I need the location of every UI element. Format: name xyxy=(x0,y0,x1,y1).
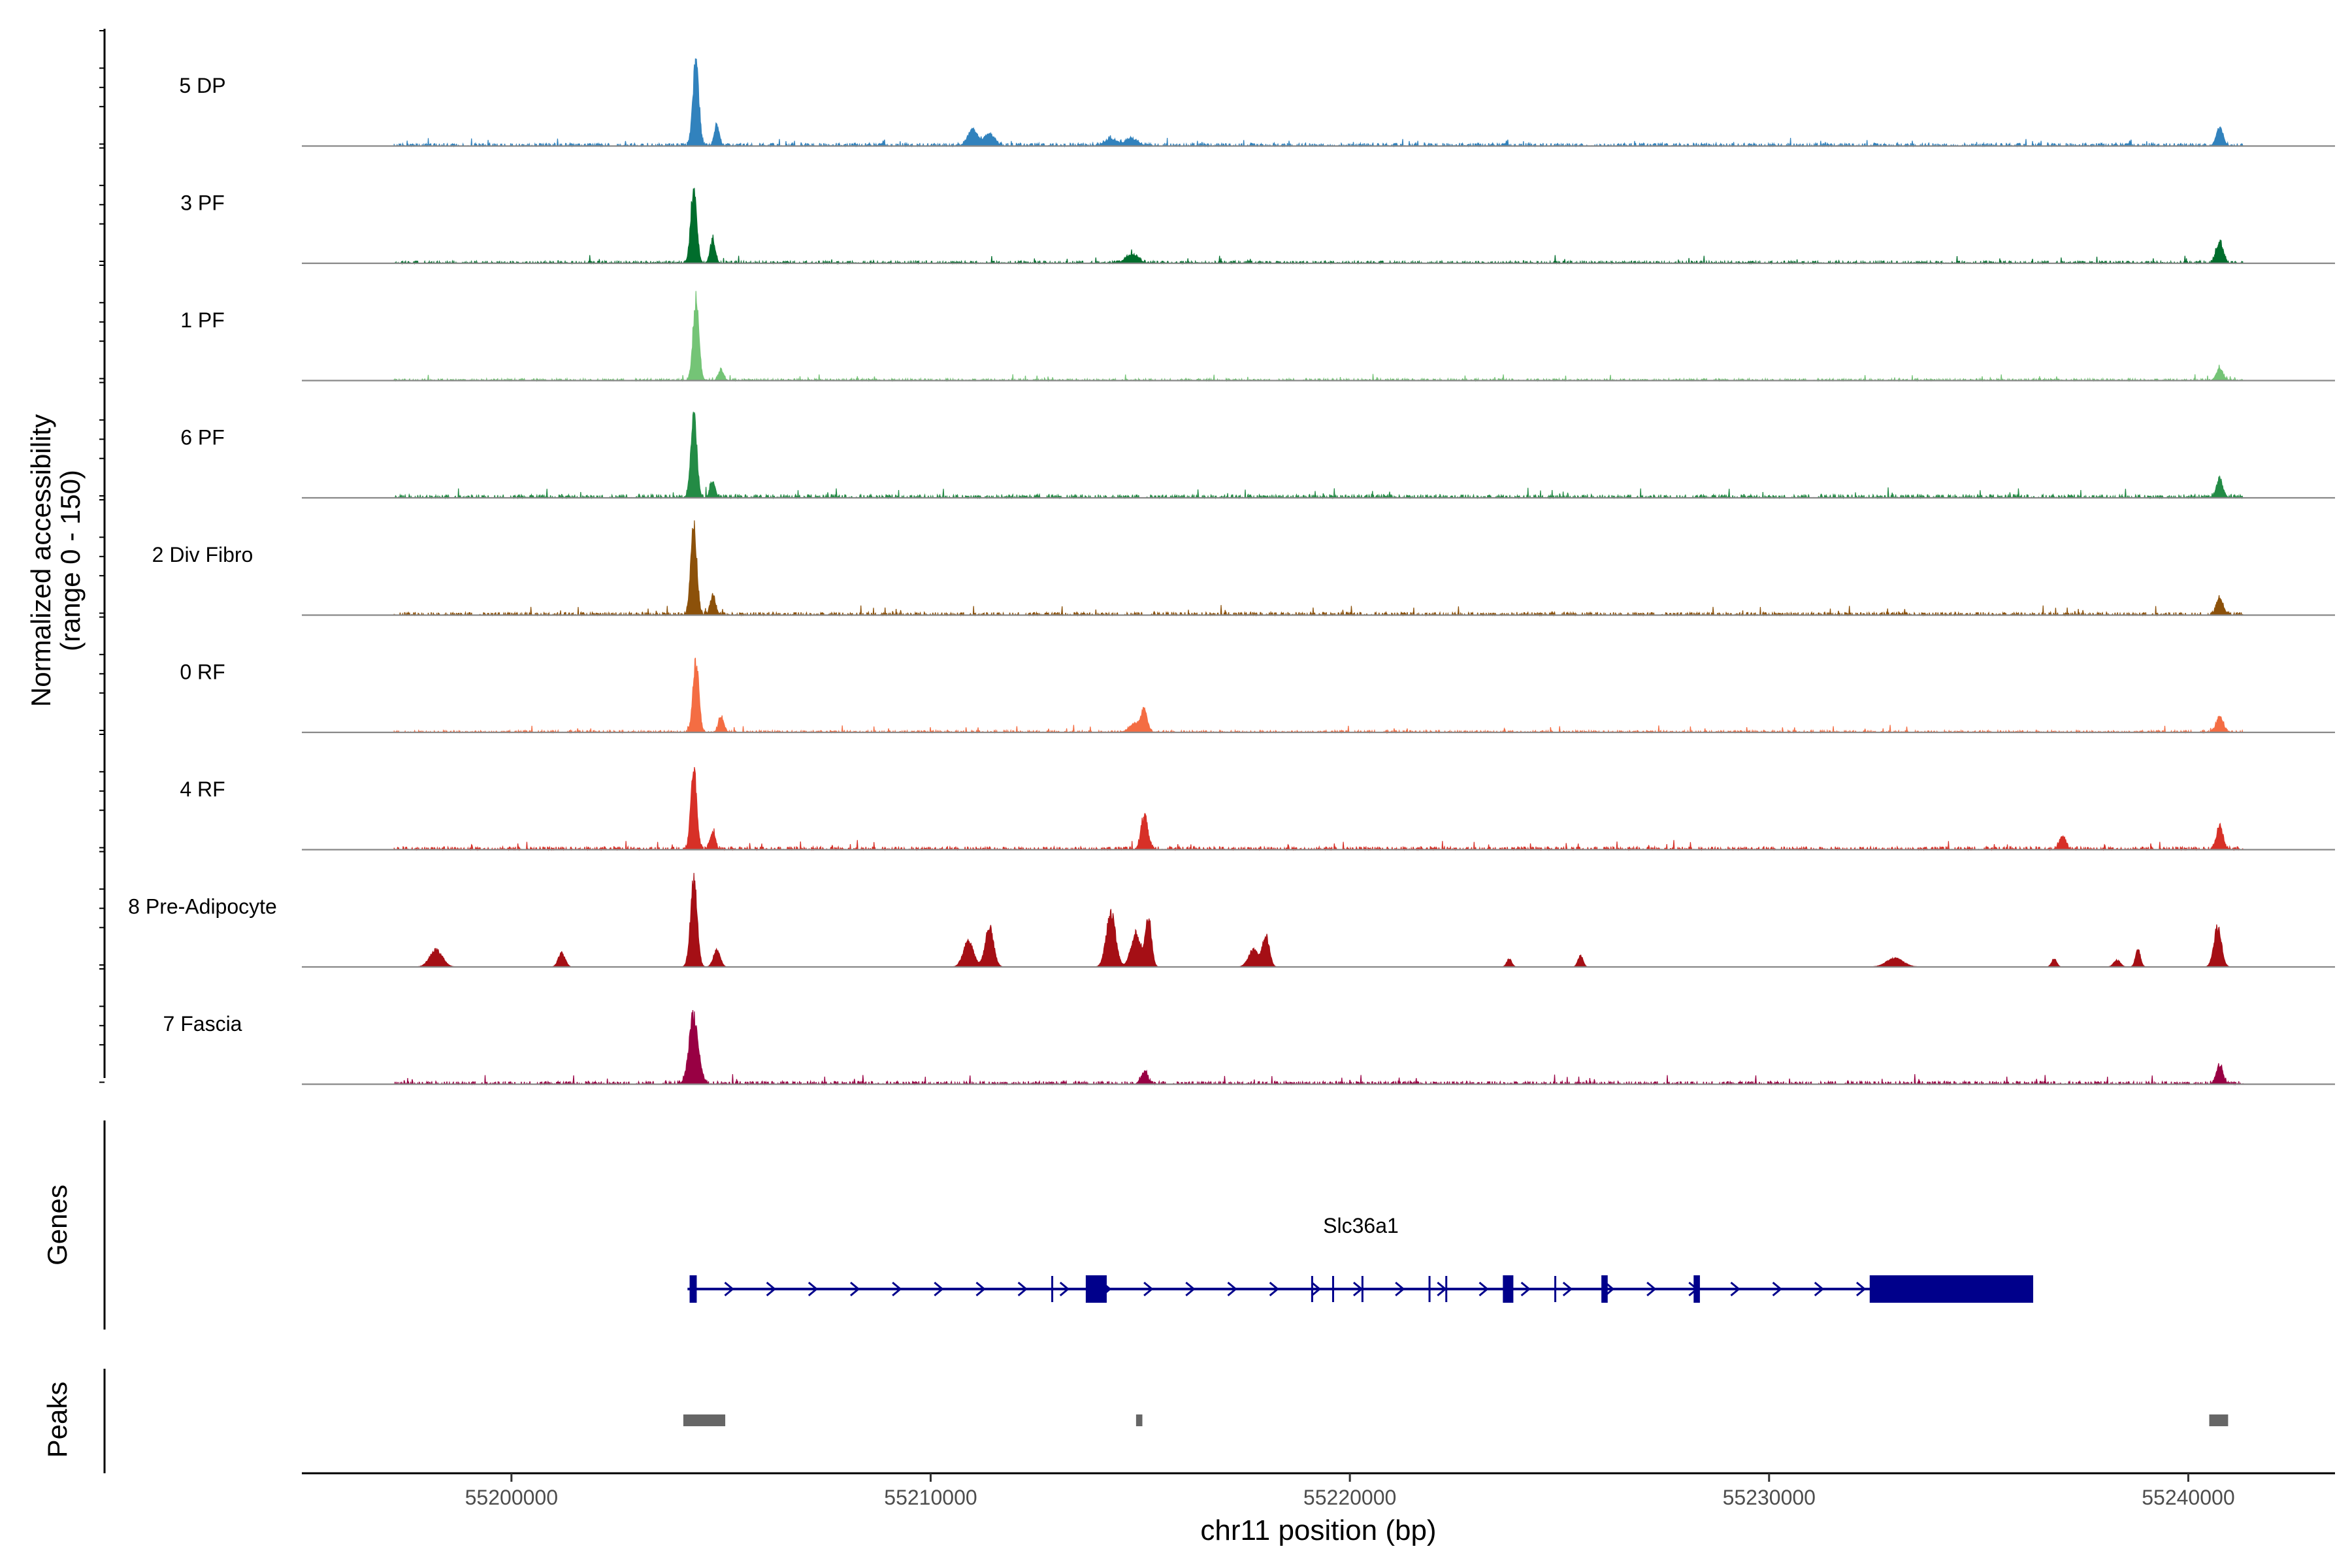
track-0: 5 DP xyxy=(179,58,2335,148)
peak-regions xyxy=(683,1414,2229,1426)
strand-arrow xyxy=(850,1281,860,1297)
track-1: 3 PF xyxy=(180,188,2335,265)
exon-block xyxy=(689,1275,697,1303)
exon-block xyxy=(1085,1275,1107,1303)
track-label: 2 Div Fibro xyxy=(152,543,253,566)
exon-block xyxy=(1601,1275,1608,1303)
strand-arrow xyxy=(1814,1281,1825,1297)
strand-arrow xyxy=(1017,1281,1028,1297)
track-2: 1 PF xyxy=(180,291,2335,382)
track-label: 3 PF xyxy=(180,191,225,215)
accessibility-tracks: 5 DP 3 PF 1 PF 6 PF 2 Div Fibro 0 RF 4 RF 8 Pre… xyxy=(128,58,2335,1086)
strand-arrow xyxy=(934,1281,944,1297)
track-label: 0 RF xyxy=(180,661,225,684)
exon-block xyxy=(1869,1275,2034,1303)
track-label: 5 DP xyxy=(179,74,225,97)
track-label: 4 RF xyxy=(180,777,225,801)
track-label: 7 Fascia xyxy=(163,1012,242,1036)
peak-region xyxy=(1135,1414,1143,1426)
exon-block xyxy=(1693,1275,1700,1303)
x-axis-title: chr11 position (bp) xyxy=(1200,1514,1436,1546)
y-axis-ticks xyxy=(99,30,105,1083)
track-5: 0 RF xyxy=(180,657,2335,734)
track-coverage-area xyxy=(394,412,2244,500)
strand-arrow xyxy=(892,1281,902,1297)
x-tick-label: 55240000 xyxy=(2142,1486,2234,1509)
gene-Slc36a1: Slc36a1 xyxy=(687,1214,2034,1303)
track-coverage-area xyxy=(393,291,2244,382)
track-3: 6 PF xyxy=(180,412,2335,500)
x-tick-label: 55230000 xyxy=(1723,1486,1816,1509)
track-coverage-area xyxy=(393,520,2244,617)
strand-arrow xyxy=(1520,1281,1531,1297)
strand-arrow xyxy=(1646,1281,1657,1297)
strand-arrow xyxy=(975,1281,986,1297)
strand-arrow xyxy=(1604,1281,1615,1297)
strand-arrow xyxy=(1478,1281,1489,1297)
gene-model: Slc36a1 xyxy=(687,1214,2034,1303)
strand-arrow xyxy=(1855,1281,1867,1297)
track-7: 8 Pre-Adipocyte xyxy=(128,873,2335,968)
strand-arrow xyxy=(766,1281,776,1297)
track-coverage-area xyxy=(393,657,2244,734)
strand-arrow xyxy=(1059,1281,1070,1297)
x-tick-label: 55210000 xyxy=(884,1486,977,1509)
track-8: 7 Fascia xyxy=(163,1009,2335,1086)
track-6: 4 RF xyxy=(180,766,2335,851)
strand-arrow xyxy=(808,1281,819,1297)
strand-arrow xyxy=(1730,1281,1740,1297)
strand-arrow xyxy=(1772,1281,1782,1297)
strand-arrow xyxy=(1185,1281,1196,1297)
track-coverage-area xyxy=(393,58,2244,148)
gene-name-label: Slc36a1 xyxy=(1323,1214,1399,1237)
track-label: 1 PF xyxy=(180,308,225,332)
track-coverage-area xyxy=(393,766,2244,851)
track-4: 2 Div Fibro xyxy=(152,520,2335,617)
strand-arrow xyxy=(1311,1281,1322,1297)
track-coverage-area xyxy=(394,188,2244,265)
y-axis-title-line1: Normalized accessibility xyxy=(25,414,56,707)
track-coverage-area xyxy=(393,1009,2244,1086)
track-coverage-area xyxy=(394,873,2243,968)
exon-block xyxy=(1503,1275,1514,1303)
peak-region xyxy=(2209,1414,2229,1426)
y-axis-title-line2: (range 0 - 150) xyxy=(55,470,86,651)
strand-arrow xyxy=(1143,1281,1154,1297)
x-tick-label: 55200000 xyxy=(465,1486,558,1509)
genes-panel-label: Genes xyxy=(42,1184,73,1266)
strand-arrow xyxy=(1562,1281,1573,1297)
strand-arrow xyxy=(1269,1281,1279,1297)
strand-arrow xyxy=(1395,1281,1405,1297)
x-tick-label: 55220000 xyxy=(1303,1486,1396,1509)
track-label: 6 PF xyxy=(180,426,225,449)
peaks-panel-label: Peaks xyxy=(42,1382,73,1458)
strand-arrow xyxy=(724,1281,734,1297)
strand-arrow xyxy=(1227,1281,1237,1297)
track-label: 8 Pre-Adipocyte xyxy=(128,895,277,919)
x-axis-ticks: 55200000 55210000 55220000 55230000 55240000 xyxy=(465,1473,2235,1509)
peak-region xyxy=(683,1414,726,1426)
